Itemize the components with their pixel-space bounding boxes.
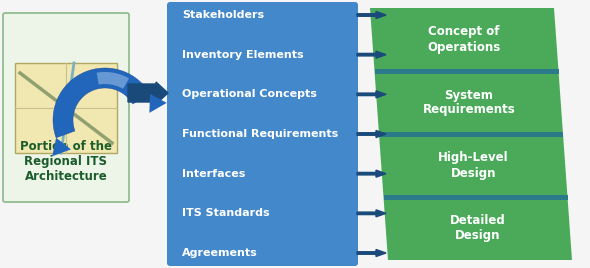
Polygon shape xyxy=(149,94,167,113)
Text: Concept of
Operations: Concept of Operations xyxy=(428,25,501,54)
Text: Operational Concepts: Operational Concepts xyxy=(182,89,317,99)
Polygon shape xyxy=(53,68,150,138)
Polygon shape xyxy=(97,72,129,89)
FancyArrow shape xyxy=(357,250,386,256)
Polygon shape xyxy=(379,132,563,136)
Polygon shape xyxy=(379,134,568,197)
Polygon shape xyxy=(384,195,568,199)
Polygon shape xyxy=(370,8,559,71)
FancyArrow shape xyxy=(357,170,386,177)
Text: Inventory Elements: Inventory Elements xyxy=(182,50,304,60)
FancyArrow shape xyxy=(357,91,386,98)
FancyArrow shape xyxy=(128,82,168,104)
Polygon shape xyxy=(384,197,572,260)
FancyArrow shape xyxy=(357,12,386,18)
FancyArrow shape xyxy=(357,210,386,217)
FancyArrow shape xyxy=(357,131,386,137)
Text: High-Level
Design: High-Level Design xyxy=(438,151,509,180)
Text: Interfaces: Interfaces xyxy=(182,169,245,179)
Text: Agreements: Agreements xyxy=(182,248,258,258)
Text: Stakeholders: Stakeholders xyxy=(182,10,264,20)
Text: ITS Standards: ITS Standards xyxy=(182,208,270,218)
FancyBboxPatch shape xyxy=(3,13,129,202)
FancyBboxPatch shape xyxy=(15,63,117,153)
FancyArrow shape xyxy=(357,51,386,58)
Polygon shape xyxy=(52,138,71,156)
Polygon shape xyxy=(375,71,563,134)
Polygon shape xyxy=(375,69,559,73)
FancyBboxPatch shape xyxy=(167,2,358,266)
Text: Functional Requirements: Functional Requirements xyxy=(182,129,338,139)
Text: Detailed
Design: Detailed Design xyxy=(450,214,506,243)
Text: Portion of the
Regional ITS
Architecture: Portion of the Regional ITS Architecture xyxy=(20,140,112,184)
Text: System
Requirements: System Requirements xyxy=(422,88,515,117)
